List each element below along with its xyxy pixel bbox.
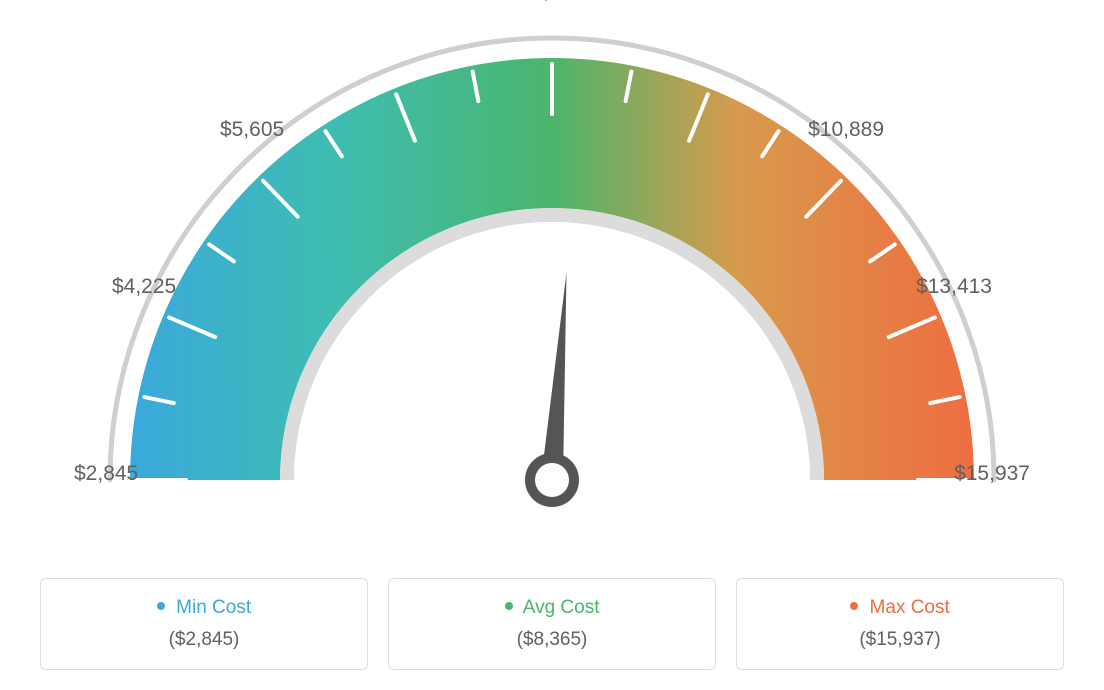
gauge-svg: $2,845 $4,225 $5,605 $8,365 $10,889 $13,413 $1… — [0, 0, 1104, 560]
legend-title-avg-text: Avg Cost — [523, 597, 600, 618]
legend-title-avg: Avg Cost — [403, 597, 701, 619]
legend-dot-avg — [505, 602, 513, 610]
legend-title-min-text: Min Cost — [176, 597, 251, 618]
legend-value-min: ($2,845) — [55, 629, 353, 651]
legend-card-min: Min Cost ($2,845) — [40, 578, 368, 670]
svg-text:$2,845: $2,845 — [74, 462, 138, 485]
svg-text:$13,413: $13,413 — [916, 275, 992, 298]
svg-text:$4,225: $4,225 — [112, 275, 176, 298]
svg-text:$8,365: $8,365 — [520, 0, 584, 3]
svg-text:$15,937: $15,937 — [954, 462, 1030, 485]
legend-dot-min — [157, 602, 165, 610]
legend-value-max: ($15,937) — [751, 629, 1049, 651]
legend-title-max-text: Max Cost — [870, 597, 950, 618]
legend-title-max: Max Cost — [751, 597, 1049, 619]
legend-card-avg: Avg Cost ($8,365) — [388, 578, 716, 670]
legend-value-avg: ($8,365) — [403, 629, 701, 651]
svg-text:$10,889: $10,889 — [808, 118, 884, 141]
gauge-chart-container: $2,845 $4,225 $5,605 $8,365 $10,889 $13,413 $1… — [0, 0, 1104, 690]
legend-card-max: Max Cost ($15,937) — [736, 578, 1064, 670]
svg-text:$5,605: $5,605 — [220, 118, 284, 141]
legend-dot-max — [850, 602, 858, 610]
legend-title-min: Min Cost — [55, 597, 353, 619]
legend-row: Min Cost ($2,845) Avg Cost ($8,365) Max … — [0, 578, 1104, 670]
